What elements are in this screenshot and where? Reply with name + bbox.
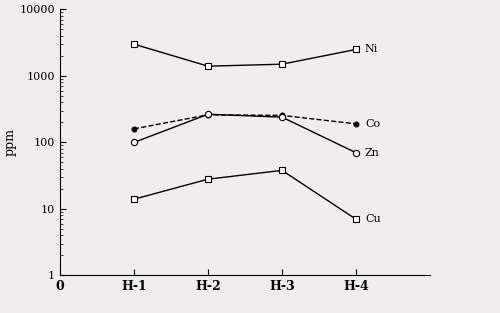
Text: Ni: Ni (365, 44, 378, 54)
Text: Cu: Cu (365, 214, 380, 224)
Y-axis label: ppm: ppm (4, 128, 16, 156)
Text: Co: Co (365, 119, 380, 129)
Text: Zn: Zn (365, 148, 380, 158)
